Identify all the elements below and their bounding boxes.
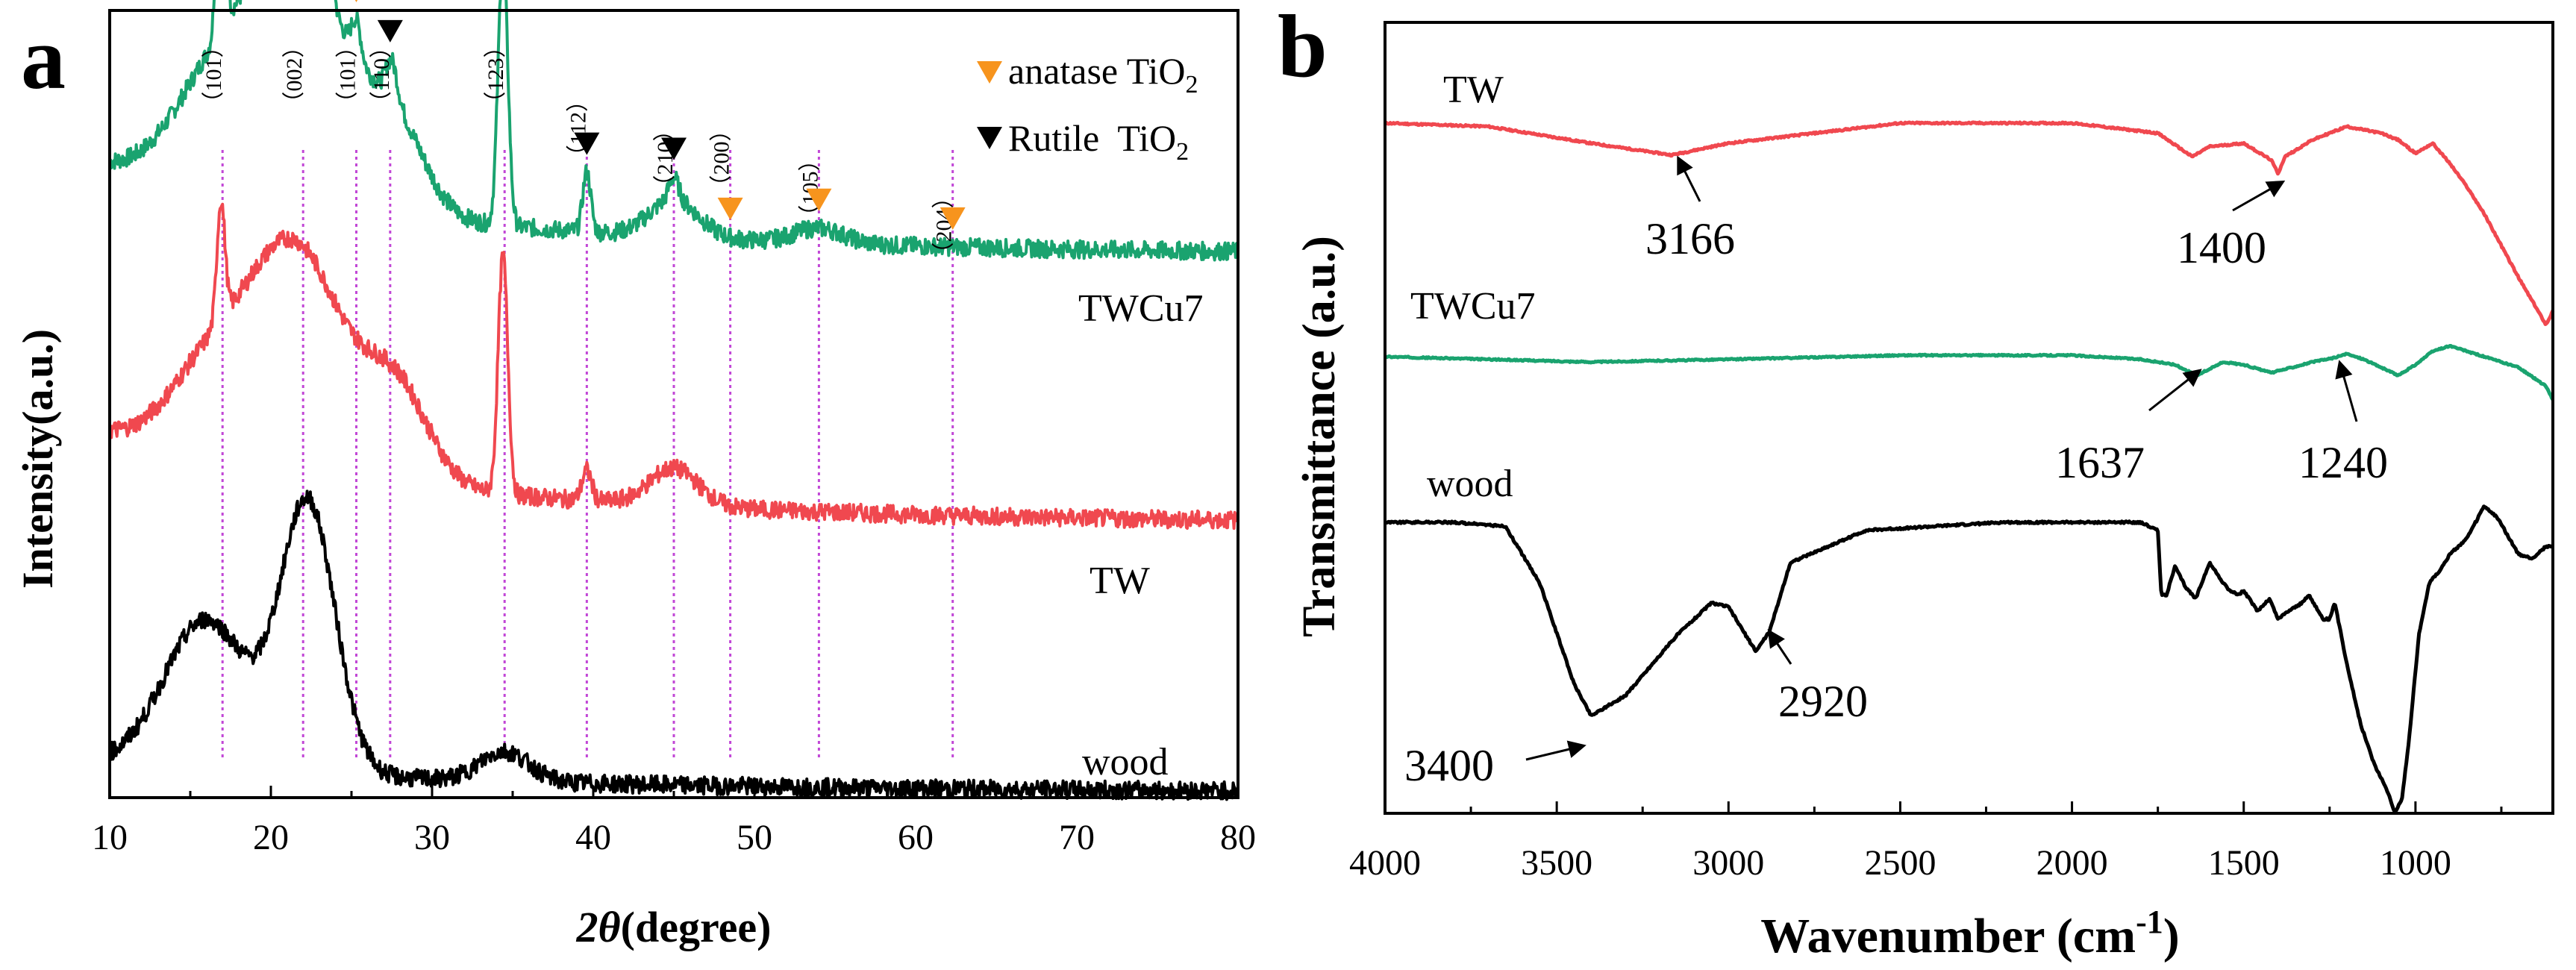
panel-a-xtick-label: 60 [898, 818, 934, 857]
panel-b-frame [1384, 21, 2554, 815]
panel-a-legend: anatase TiO2 Rutile TiO2 [977, 50, 1198, 166]
panel-a-hkl-label: （101） [335, 36, 360, 114]
panel-a-series-twcu7 [108, 0, 1239, 262]
panel-b-annotation-1240: 1240 [2298, 438, 2388, 487]
panel-a-label-tw: TW [1090, 560, 1150, 602]
panel-a-series-tw [108, 202, 1239, 531]
panel-a-reference-lines [221, 149, 954, 757]
panel-a-xtick-label: 10 [92, 818, 128, 857]
panel-a-letter: a [21, 8, 66, 107]
panel-b-ylabel: Transmittance (a.u.) [1294, 236, 1345, 637]
panel-a-xticks: 10 20 30 40 50 60 70 80 [92, 786, 1256, 857]
panel-a-xtick-label: 80 [1220, 818, 1256, 857]
panel-b-series-twcu7 [1384, 344, 2555, 401]
legend-rutile-marker [977, 127, 1002, 149]
panel-a-phase-marker-anatase [717, 197, 743, 220]
panel-b-annotation-arrow [2148, 369, 2202, 412]
panel-a-phase-marker-anatase [940, 207, 966, 230]
panel-a-xtick-label: 30 [414, 818, 450, 857]
panel-a-phase-marker-rutile [661, 137, 687, 160]
panel-b-label-wood: wood [1427, 463, 1513, 505]
panel-a-series-wood [108, 489, 1239, 801]
panel-a-xtick-label: 20 [253, 818, 289, 857]
panel-b-label-twcu7: TWCu7 [1410, 285, 1536, 328]
panel-a-xtick-label: 50 [737, 818, 772, 857]
panel-b-curves [1384, 120, 2555, 813]
panel-b-series-wood [1384, 504, 2554, 813]
panel-a-phase-marker-anatase [806, 188, 832, 211]
panel-b-annotation-1637: 1637 [2055, 438, 2145, 487]
panel-a-curves [108, 0, 1239, 801]
panel-a-xtick-label: 70 [1059, 818, 1095, 857]
panel-b-annotation-arrow [1767, 629, 1792, 665]
panel-a-hkl-label: （200） [710, 119, 734, 198]
panel-b-xtick-label: 2500 [1864, 843, 1936, 883]
panel-a-hkl-label: （105） [798, 149, 822, 228]
panel-b-annotation-arrow [2232, 181, 2286, 212]
panel-a: a Intensity(a.u.) （101） （002） （101） （110） （1… [13, 0, 1256, 951]
panel-b-annotation-1400: 1400 [2177, 223, 2266, 272]
panel-a-phase-marker-rutile [574, 132, 600, 155]
panel-b-annotation-arrow [1525, 740, 1586, 761]
panel-b-xticks: 4000 3500 3000 2500 2000 1500 1000 [1349, 801, 2503, 883]
panel-a-phase-marker-anatase [354, 0, 358, 2]
panel-a-xlabel: 2θ(degree) [576, 903, 772, 951]
panel-a-hkl-label: （112） [566, 90, 590, 167]
panel-b-annotation-3166: 3166 [1645, 214, 1735, 263]
panel-b-label-tw: TW [1443, 69, 1504, 111]
panel-a-label-wood: wood [1082, 741, 1169, 783]
panel-b-annotation-arrow [2335, 360, 2358, 422]
panel-a-hkl-label: （110） [369, 36, 394, 113]
panel-b-letter: b [1278, 0, 1328, 96]
panel-a-ylabel: Intensity(a.u.) [13, 329, 62, 589]
legend-rutile-label: Rutile TiO2 [1008, 117, 1189, 166]
panel-b-annotations: 3166 1400 1637 1240 3400 2920 [1404, 155, 2388, 790]
panel-a-xtick-label: 40 [575, 818, 611, 857]
legend-anatase-marker [977, 61, 1002, 84]
panel-a-peak-labels: （101） （002） （101） （110） （123）（112） （210） （200）… [201, 0, 966, 265]
panel-b-xtick-label: 1500 [2208, 843, 2280, 883]
panel-a-label-twcu7: TWCu7 [1078, 287, 1204, 330]
panel-b-series-tw [1384, 120, 2555, 326]
panel-b-annotation-2920: 2920 [1778, 677, 1868, 726]
panel-b-xlabel: Wavenumber (cm-1) [1760, 904, 2180, 963]
legend-anatase-label: anatase TiO2 [1008, 50, 1198, 98]
panel-a-hkl-label: （101） [201, 36, 226, 114]
panel-a-phase-marker-rutile [377, 19, 403, 43]
panel-b-xtick-label: 3500 [1521, 843, 1592, 883]
panel-b-annotation-arrow [1677, 155, 1701, 202]
panel-b-xtick-label: 1000 [2380, 843, 2451, 883]
panel-a-hkl-label: （002） [282, 36, 307, 114]
panel-b-xtick-label: 4000 [1349, 843, 1421, 883]
panel-b-annotation-3400: 3400 [1404, 741, 1494, 790]
panel-a-hkl-label: （123） [484, 36, 508, 114]
panel-b-xtick-label: 3000 [1692, 843, 1764, 883]
panel-b-xtick-label: 2000 [2036, 843, 2108, 883]
